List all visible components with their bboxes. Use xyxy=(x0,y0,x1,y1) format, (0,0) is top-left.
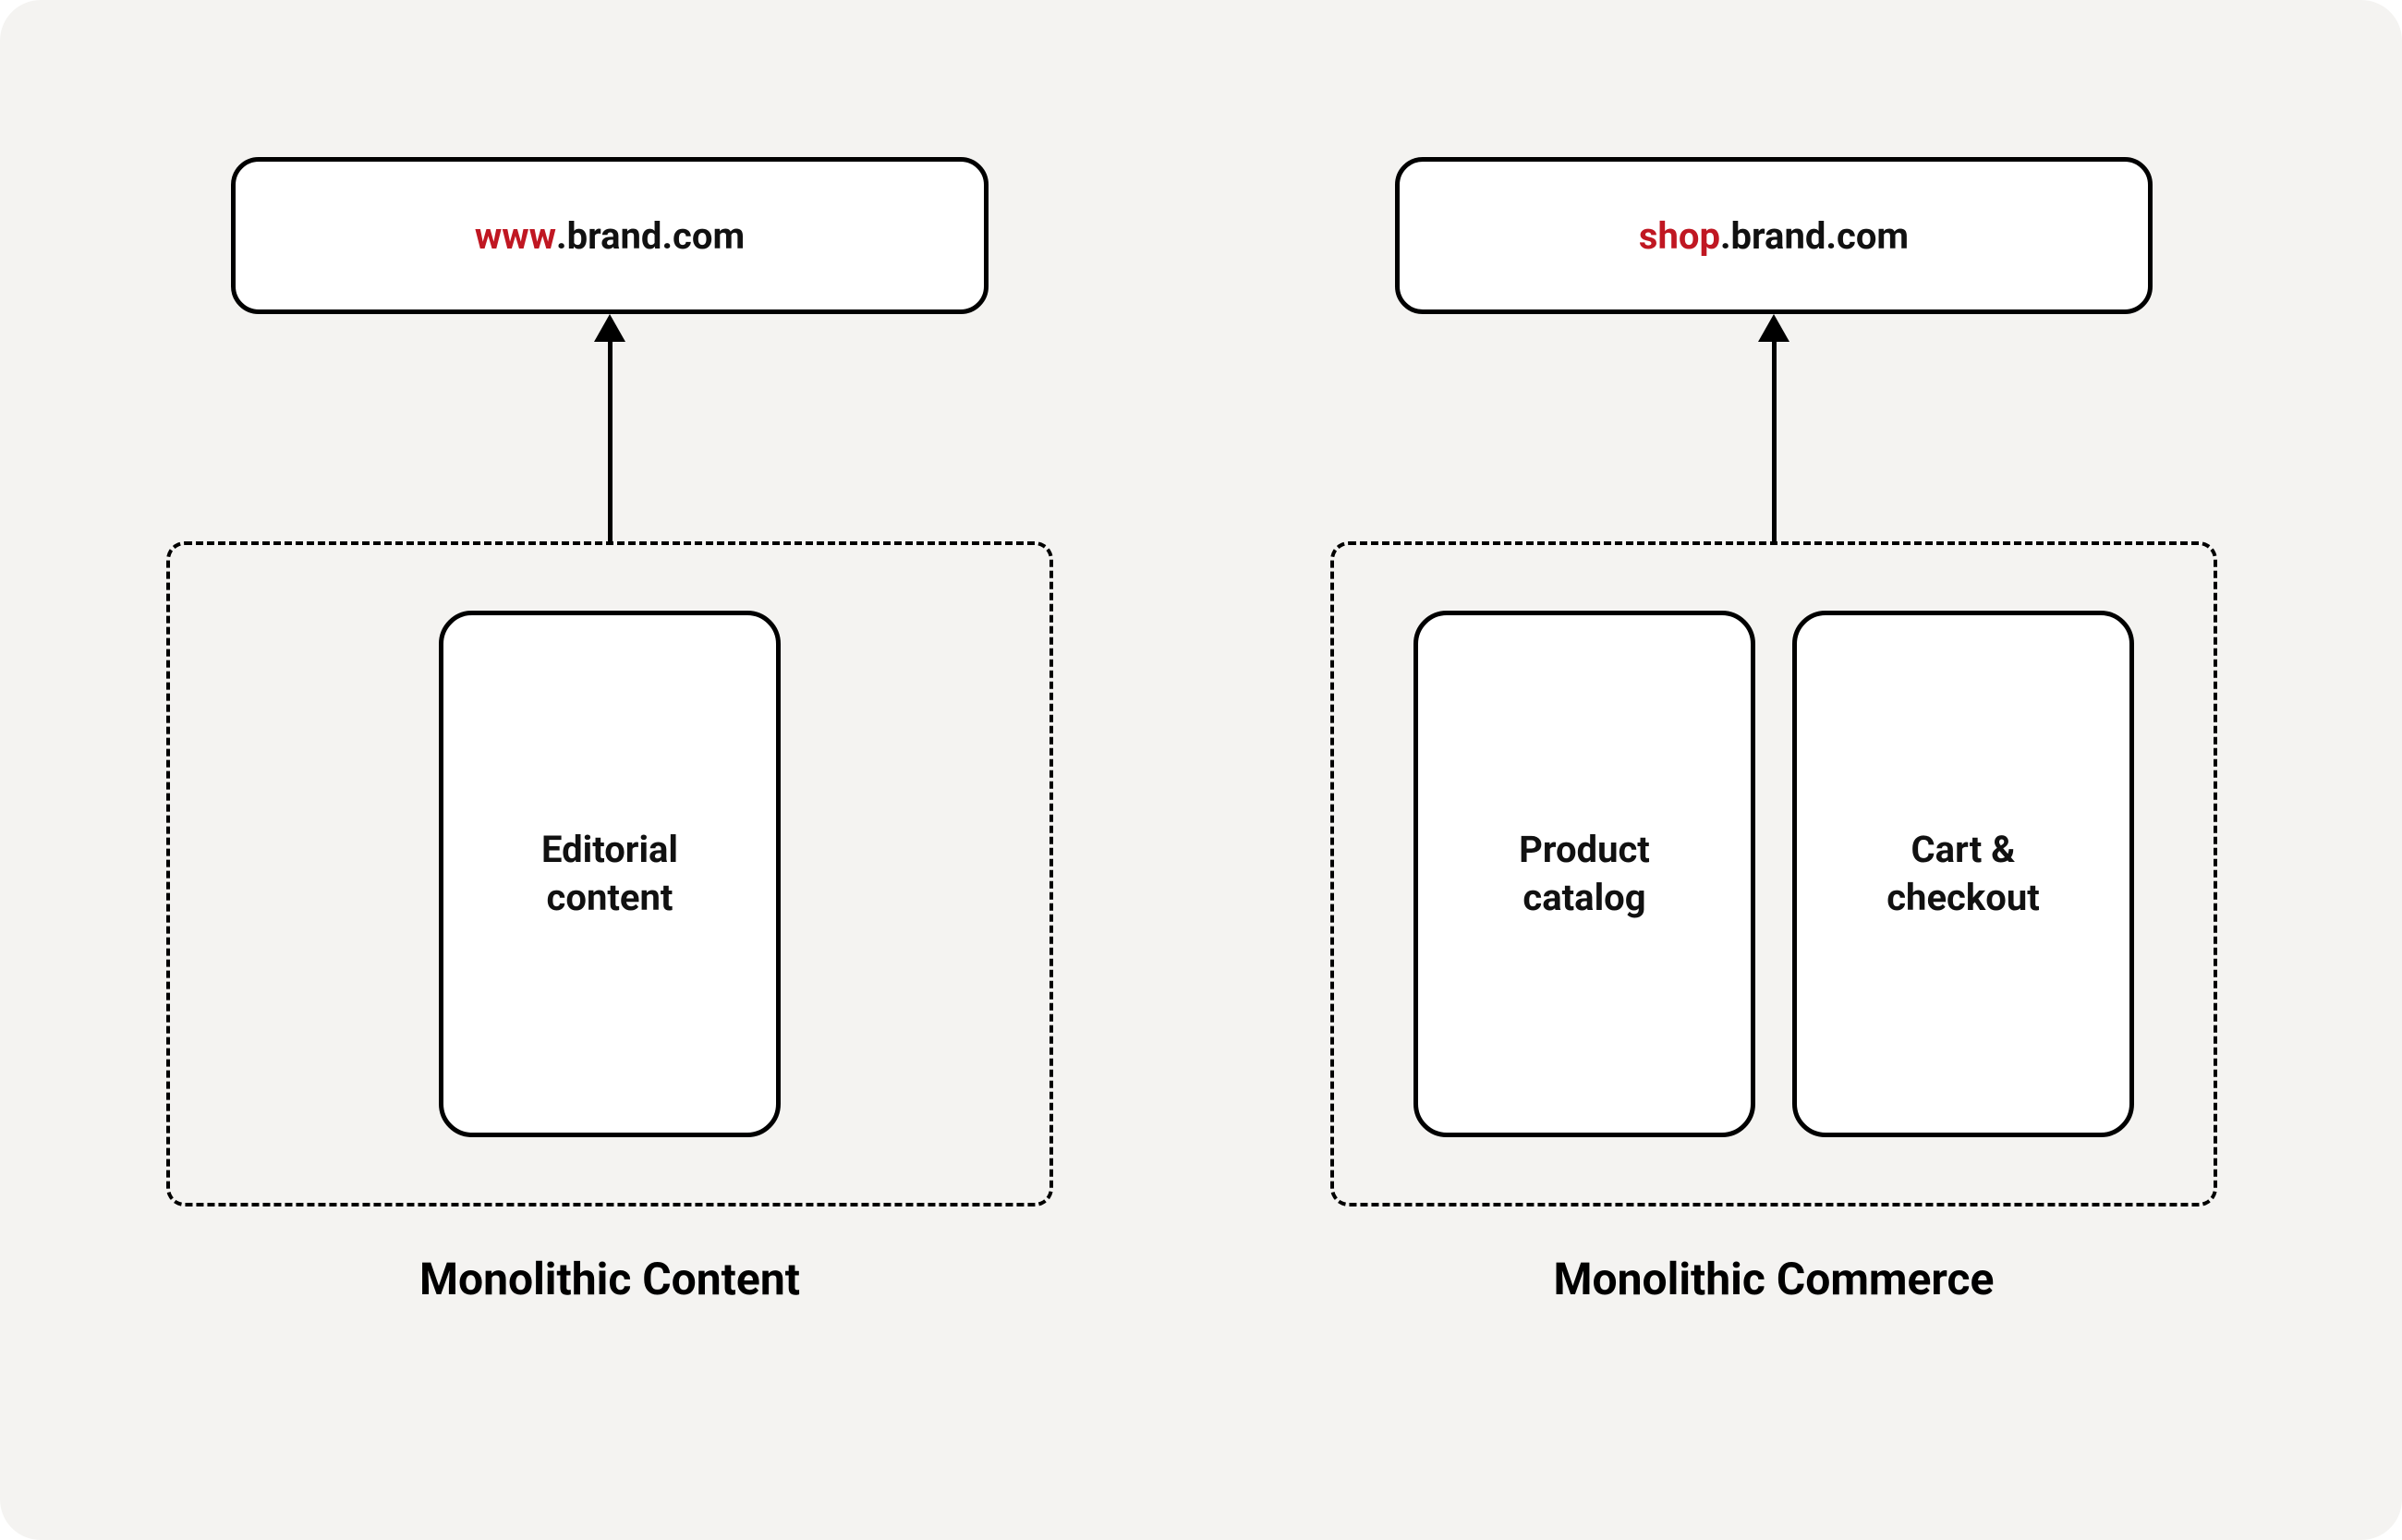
url-rest: .brand.com xyxy=(556,214,745,258)
group-content: Editorial content xyxy=(166,541,1053,1207)
arrowshaft-icon xyxy=(608,333,613,541)
url-box-www: www.brand.com xyxy=(231,157,989,314)
url-accent: shop xyxy=(1639,214,1720,258)
url-accent: www xyxy=(475,214,556,258)
caption-content: Monolithic Content xyxy=(419,1253,800,1305)
column-commerce: shop.brand.com Product catalog Cart & ch… xyxy=(1330,157,2217,1305)
card-editorial-content: Editorial content xyxy=(439,611,781,1137)
caption-commerce: Monolithic Commerce xyxy=(1554,1253,1995,1305)
url-rest: .brand.com xyxy=(1720,214,1909,258)
column-content: www.brand.com Editorial content Monolith… xyxy=(166,157,1053,1305)
card-cart-checkout: Cart & checkout xyxy=(1792,611,2134,1137)
group-commerce: Product catalog Cart & checkout xyxy=(1330,541,2217,1207)
card-product-catalog: Product catalog xyxy=(1413,611,1755,1137)
url-box-shop: shop.brand.com xyxy=(1395,157,2153,314)
arrowshaft-icon xyxy=(1772,333,1777,541)
diagram-canvas: www.brand.com Editorial content Monolith… xyxy=(0,0,2402,1540)
